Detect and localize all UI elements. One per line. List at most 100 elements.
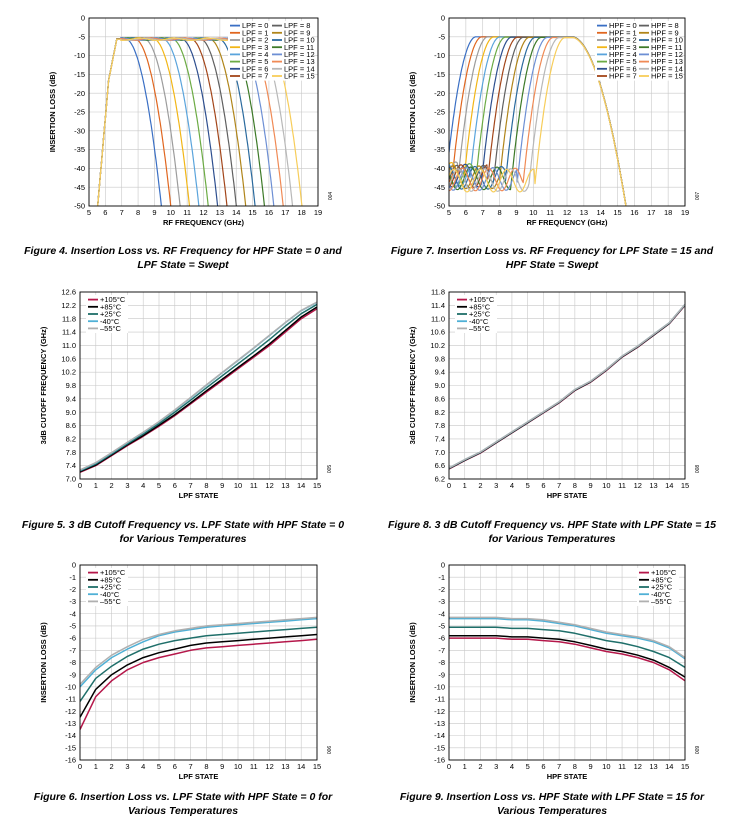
legend-label: HPF = 13	[651, 57, 683, 66]
x-axis-label: HPF STATE	[547, 491, 588, 500]
x-axis-label: LPF STATE	[179, 491, 219, 500]
x-tick-label: 15	[681, 762, 689, 771]
legend-label: HPF = 0	[609, 21, 637, 30]
legend: +105°C+85°C+25°C-40°C–55°C	[455, 295, 497, 333]
y-tick-label: 9.0	[435, 381, 445, 390]
caption-fig7: Figure 7. Insertion Loss vs. RF Frequenc…	[390, 245, 714, 271]
x-tick-label: 13	[649, 481, 657, 490]
x-tick-label: 17	[281, 208, 289, 217]
legend-label: LPF = 15	[284, 72, 315, 81]
chart-fig8: 6.26.67.07.47.88.28.69.09.49.810.210.611…	[408, 288, 701, 500]
y-tick-label: -15	[434, 70, 445, 79]
y-tick-label: 8.6	[435, 394, 445, 403]
legend-label: HPF = 5	[609, 57, 637, 66]
x-tick-label: 13	[580, 208, 588, 217]
x-tick-label: 11	[546, 208, 554, 217]
legend-label: LPF = 4	[242, 50, 268, 59]
x-tick-label: 5	[157, 481, 161, 490]
x-tick-label: 14	[232, 208, 240, 217]
y-tick-label: 0	[441, 561, 445, 570]
y-tick-label: -16	[434, 756, 445, 765]
y-tick-label: 10.6	[430, 328, 445, 337]
legend-label: +85°C	[651, 575, 673, 584]
x-tick-label: 12	[265, 762, 273, 771]
x-tick-label: 14	[297, 762, 305, 771]
legend-label: LPF = 9	[284, 28, 310, 37]
y-tick-label: -3	[69, 597, 76, 606]
caption-fig8: Figure 8. 3 dB Cutoff Frequency vs. HPF …	[388, 519, 716, 545]
y-tick-label: -7	[69, 646, 76, 655]
x-tick-label: 10	[602, 481, 610, 490]
y-tick-label: -25	[434, 108, 445, 117]
chart-fig7: -50-45-40-35-30-25-20-15-10-505 6 7 8 9 10 11 1…	[408, 14, 701, 227]
x-tick-label: 8	[204, 762, 208, 771]
x-tick-label: 9	[152, 208, 156, 217]
y-tick-label: 0	[72, 561, 76, 570]
caption-fig4: Figure 4. Insertion Loss vs. RF Frequenc…	[24, 245, 342, 271]
x-tick-label: 15	[313, 762, 321, 771]
y-tick-label: 11.0	[62, 341, 76, 350]
x-tick-label: 8	[497, 208, 501, 217]
x-tick-label: 7	[557, 762, 561, 771]
y-tick-label: -10	[434, 682, 445, 691]
x-tick-label: 14	[597, 208, 605, 217]
legend-label: HPF = 7	[609, 72, 637, 81]
legend-label: +85°C	[469, 302, 491, 311]
legend-label: HPF = 4	[609, 50, 637, 59]
caption-fig6: Figure 6. Insertion Loss vs. LPF State w…	[33, 791, 333, 817]
y-axis-label: INSERTION LOSS (dB)	[48, 71, 57, 152]
x-tick-label: 6	[541, 481, 545, 490]
x-tick-label: 2	[478, 481, 482, 490]
x-tick-label: 4	[510, 762, 514, 771]
legend-label: HPF = 3	[609, 43, 637, 52]
legend-label: LPF = 10	[284, 36, 315, 45]
y-tick-label: -13	[434, 719, 445, 728]
series-line--85-c	[80, 306, 317, 473]
x-tick-label: 0	[78, 762, 82, 771]
x-tick-label: 15	[613, 208, 621, 217]
x-tick-label: 18	[297, 208, 305, 217]
y-tick-label: -5	[78, 32, 85, 41]
x-tick-label: 17	[647, 208, 655, 217]
series-line--55-c	[80, 616, 317, 685]
chart-fig9: -16-15-14-13-12-11-10-9-8-7-6-5-4-3-2-10…	[408, 561, 701, 781]
x-tick-label: 16	[265, 208, 273, 217]
y-axis-label: INSERTION LOSS (dB)	[39, 622, 48, 703]
y-tick-label: -9	[69, 670, 76, 679]
y-tick-label: 11.0	[431, 314, 445, 323]
x-tick-label: 11	[250, 481, 258, 490]
y-tick-label: -8	[69, 658, 76, 667]
x-tick-label: 7	[189, 762, 193, 771]
x-tick-label: 4	[141, 762, 145, 771]
x-tick-label: 14	[665, 481, 673, 490]
series-line-hpf-15	[449, 37, 627, 206]
x-tick-label: 12	[199, 208, 207, 217]
y-tick-label: -10	[74, 51, 85, 60]
legend-label: HPF = 2	[609, 36, 637, 45]
y-tick-label: -6	[438, 634, 445, 643]
legend: +105°C+85°C+25°C-40°C–55°C	[86, 568, 128, 606]
legend-label: HPF = 11	[651, 43, 682, 52]
legend-label: HPF = 15	[651, 72, 683, 81]
legend-label: LPF = 1	[242, 28, 268, 37]
legend-label: +105°C	[469, 295, 495, 304]
y-tick-label: 12.2	[61, 301, 76, 310]
x-tick-label: 13	[281, 481, 289, 490]
y-tick-label: -2	[69, 585, 76, 594]
y-tick-label: 12.6	[61, 288, 76, 297]
y-tick-label: -15	[74, 70, 85, 79]
y-tick-label: 9.8	[435, 354, 445, 363]
x-tick-label: 2	[110, 762, 114, 771]
y-tick-label: 7.0	[66, 475, 76, 484]
y-tick-label: -40	[74, 164, 85, 173]
y-tick-label: -45	[74, 183, 85, 192]
x-tick-label: 14	[665, 762, 673, 771]
y-tick-label: 8.6	[66, 421, 76, 430]
x-tick-label: 7	[557, 481, 561, 490]
x-tick-label: 9	[220, 481, 224, 490]
x-tick-label: 7	[120, 208, 124, 217]
y-tick-label: -2	[438, 585, 445, 594]
y-tick-label: -35	[434, 145, 445, 154]
